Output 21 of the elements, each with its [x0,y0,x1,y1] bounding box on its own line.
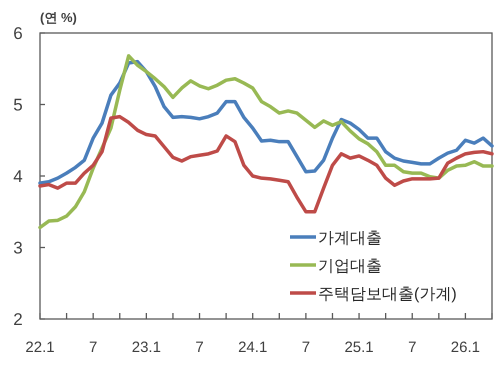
y-tick-label: 2 [13,310,23,329]
x-tick-label: 22.1 [25,339,55,356]
x-tick-label: 7 [408,339,416,356]
x-tick-label: 7 [195,339,204,356]
x-tick-label: 25.1 [344,339,374,356]
y-tick-label: 5 [13,96,23,114]
line-series [38,114,494,214]
x-tick-label: 24.1 [238,339,268,356]
y-axis-title: (연 %) [40,10,77,25]
x-tick-label: 7 [89,339,98,356]
y-tick-label: 6 [13,24,23,43]
x-tick-label: 23.1 [132,339,161,356]
y-tick-label: 4 [13,167,23,186]
line-series [38,54,494,230]
y-tick-label: 3 [13,238,23,258]
legend-label: 가계대출 [318,230,382,247]
x-tick-label: 26.1 [450,339,480,356]
x-tick-label: 7 [302,339,310,356]
legend-label: 기업대출 [318,258,382,275]
line-series [38,60,494,185]
legend-label: 주택담보대출(가계) [318,286,457,303]
